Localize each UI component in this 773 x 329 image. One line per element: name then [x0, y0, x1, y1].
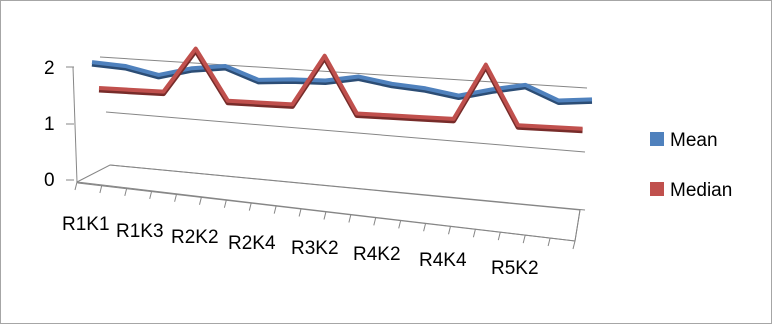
y-tick-label: 2	[44, 58, 55, 79]
y-tick-label: 1	[44, 114, 55, 135]
x-tick-label: R5K2	[491, 258, 539, 279]
y-tick-label: 0	[44, 170, 55, 191]
x-tick-label: R4K2	[353, 244, 401, 265]
x-tick-label: R4K4	[419, 250, 467, 271]
legend-swatch-median	[650, 182, 664, 196]
legend-swatch-mean	[650, 132, 664, 146]
x-tick-label: R3K2	[291, 238, 339, 259]
x-tick-label: R1K1	[62, 214, 110, 235]
chart-border	[1, 1, 772, 324]
x-tick-label: R2K4	[228, 233, 276, 254]
legend-label-mean: Mean	[670, 130, 718, 151]
legend-label-median: Median	[670, 180, 732, 201]
x-tick-label: R2K2	[171, 227, 219, 248]
x-tick-label: R1K3	[116, 221, 164, 242]
